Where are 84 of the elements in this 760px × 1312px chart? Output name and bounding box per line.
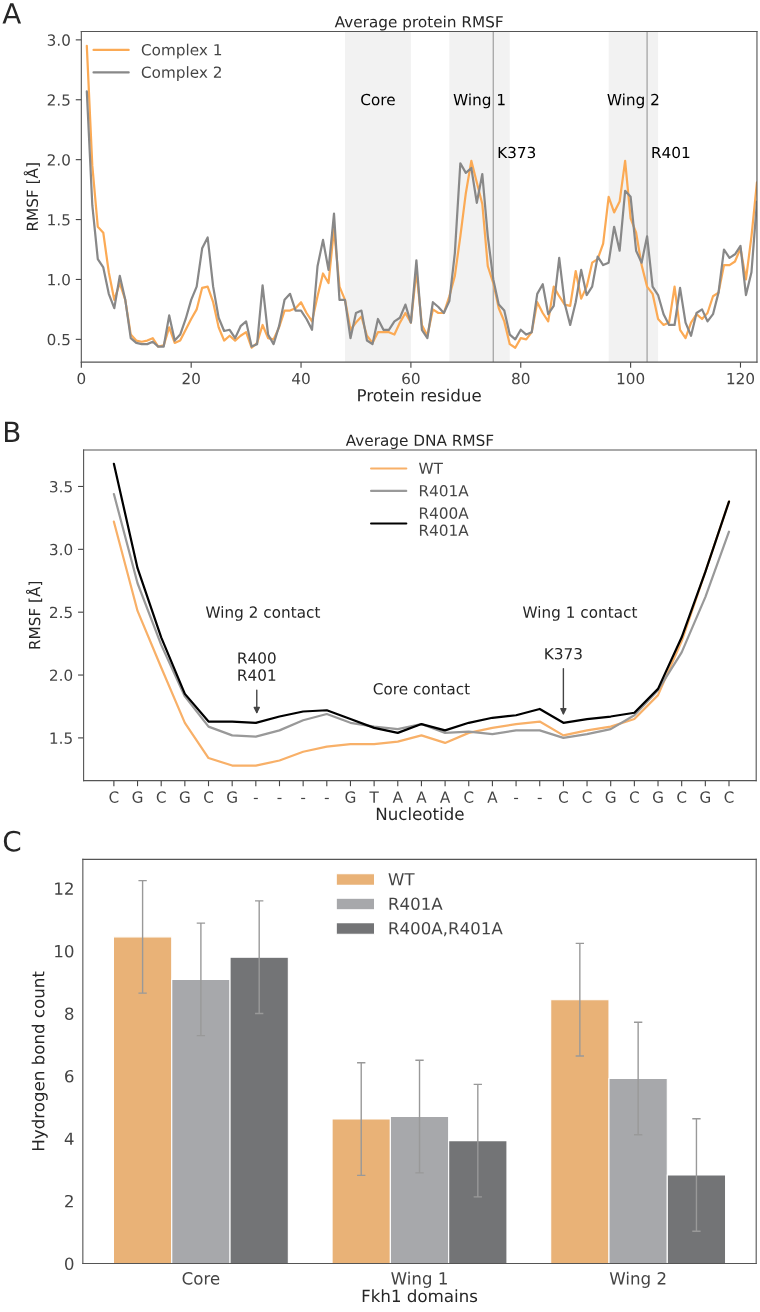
x-tick-label: Wing 1 bbox=[391, 1271, 447, 1288]
x-tick-label: G bbox=[652, 791, 663, 803]
y-tick-label: 0 bbox=[65, 1257, 74, 1271]
x-tick-label: A bbox=[392, 791, 403, 803]
annotation: Core contact bbox=[373, 683, 470, 695]
x-tick-label: C bbox=[677, 791, 687, 803]
x-tick-label: 60 bbox=[402, 372, 420, 385]
x-tick-label: 80 bbox=[512, 372, 530, 385]
x-tick-label: A bbox=[416, 791, 427, 803]
annotation: R400 R401 bbox=[238, 652, 276, 681]
chart-title: Average protein RMSF bbox=[334, 15, 503, 31]
legend-label: R401A bbox=[389, 897, 443, 911]
chart-title: Average DNA RMSF bbox=[345, 434, 494, 450]
y-tick-label: 2.5 bbox=[50, 606, 72, 619]
x-tick-label: A bbox=[487, 791, 498, 803]
x-tick-label: C bbox=[204, 791, 214, 803]
x-tick-label: - bbox=[301, 797, 306, 800]
x-tick-label: C bbox=[156, 791, 166, 803]
x-tick-label: - bbox=[277, 797, 282, 800]
annotation: Wing 1 contact bbox=[522, 606, 638, 621]
ref-line-label: K373 bbox=[498, 146, 536, 159]
y-axis-title: RMSF [Å] bbox=[25, 581, 43, 649]
band-label: Core bbox=[361, 93, 395, 106]
x-tick-label: - bbox=[253, 797, 258, 800]
y-tick-label: 2.0 bbox=[47, 154, 70, 166]
y-tick-label: 1.5 bbox=[48, 214, 70, 226]
ref-line-label: R401 bbox=[652, 146, 690, 159]
annotation: K373 bbox=[545, 647, 582, 660]
annotation: Wing 2 contact bbox=[205, 606, 321, 621]
y-tick-label: 10 bbox=[55, 944, 74, 958]
x-tick-label: G bbox=[605, 791, 616, 803]
y-tick-label: 3.5 bbox=[50, 480, 72, 493]
x-tick-label: G bbox=[227, 791, 237, 803]
x-axis-title: Nucleotide bbox=[376, 807, 464, 821]
x-tick-label: 120 bbox=[727, 372, 755, 385]
x-tick-label: G bbox=[700, 791, 710, 803]
y-axis-title: Hydrogen bond count bbox=[31, 971, 48, 1151]
legend-label: R400A R401A bbox=[419, 507, 469, 537]
x-tick-label: G bbox=[345, 791, 356, 803]
band-label: Wing 1 bbox=[453, 93, 505, 109]
x-tick-label: C bbox=[724, 791, 734, 803]
x-tick-label: - bbox=[324, 797, 329, 800]
y-tick-label: 4 bbox=[64, 1132, 74, 1145]
x-tick-label: Wing 2 bbox=[609, 1271, 666, 1288]
x-tick-label: Core bbox=[182, 1272, 220, 1285]
legend-label: Complex 2 bbox=[141, 66, 221, 81]
x-tick-label: 0 bbox=[77, 372, 86, 385]
x-tick-label: C bbox=[109, 791, 119, 803]
legend-label: WT bbox=[388, 873, 415, 886]
x-tick-label: 40 bbox=[292, 372, 310, 385]
legend-label: R401A bbox=[419, 484, 469, 497]
x-tick-label: C bbox=[582, 791, 592, 803]
x-tick-label: 20 bbox=[182, 372, 200, 385]
y-tick-label: 2.5 bbox=[47, 94, 70, 106]
y-tick-label: 1.5 bbox=[50, 732, 72, 744]
y-tick-label: 6 bbox=[65, 1069, 74, 1083]
band-label: Wing 2 bbox=[607, 93, 659, 109]
text: B bbox=[5, 421, 20, 442]
x-tick-label: A bbox=[439, 791, 451, 803]
x-tick-label: - bbox=[537, 797, 542, 800]
y-tick-label: 0.5 bbox=[47, 333, 70, 346]
y-tick-label: 3.0 bbox=[50, 543, 73, 556]
x-tick-label: G bbox=[179, 791, 190, 803]
y-axis-title: RMSF [Å] bbox=[23, 163, 40, 231]
x-axis-title: Fkh1 domains bbox=[362, 1289, 478, 1303]
y-tick-label: 12 bbox=[55, 882, 73, 895]
x-axis-title: Protein residue bbox=[358, 388, 481, 402]
y-tick-label: 3.0 bbox=[47, 34, 70, 46]
x-tick-label: 100 bbox=[617, 372, 645, 385]
y-tick-label: 2 bbox=[65, 1194, 73, 1208]
x-tick-label: C bbox=[629, 791, 639, 803]
x-tick-label: C bbox=[558, 791, 568, 803]
x-tick-label: T bbox=[369, 791, 379, 803]
legend-label: WT bbox=[418, 462, 443, 474]
text: C bbox=[3, 830, 21, 852]
y-tick-label: 1.0 bbox=[48, 273, 70, 286]
text: A bbox=[2, 3, 22, 24]
legend-label: Complex 1 bbox=[141, 43, 222, 59]
x-tick-label: - bbox=[514, 797, 519, 800]
legend-label: R400A,R401A bbox=[389, 921, 503, 937]
y-tick-label: 2.0 bbox=[50, 669, 73, 682]
x-tick-label: C bbox=[464, 791, 474, 803]
x-tick-label: G bbox=[132, 791, 143, 803]
y-tick-label: 8 bbox=[65, 1007, 74, 1020]
